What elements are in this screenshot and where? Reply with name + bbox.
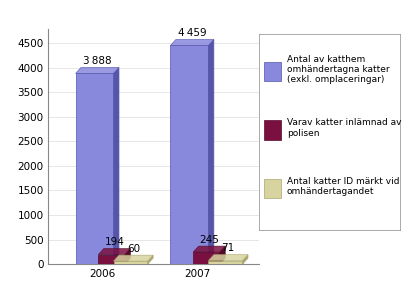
Polygon shape — [98, 255, 125, 264]
Text: 3 888: 3 888 — [83, 56, 112, 66]
Text: Varav katter inlämnad av
polisen: Varav katter inlämnad av polisen — [287, 119, 401, 138]
Polygon shape — [193, 252, 220, 264]
Text: 4 459: 4 459 — [178, 28, 206, 38]
Polygon shape — [125, 249, 130, 264]
Polygon shape — [208, 255, 248, 261]
Polygon shape — [114, 261, 148, 264]
FancyBboxPatch shape — [264, 120, 281, 140]
Polygon shape — [170, 45, 208, 264]
Text: 71: 71 — [221, 243, 235, 253]
Text: 245: 245 — [199, 235, 219, 245]
Polygon shape — [76, 73, 114, 264]
Polygon shape — [242, 255, 248, 264]
Polygon shape — [208, 261, 242, 264]
Polygon shape — [114, 67, 119, 264]
Polygon shape — [208, 40, 214, 264]
FancyBboxPatch shape — [264, 62, 281, 81]
Polygon shape — [170, 40, 214, 45]
Text: Antal katter ID märkt vid
omhändertagandet: Antal katter ID märkt vid omhändertagand… — [287, 177, 399, 196]
FancyBboxPatch shape — [264, 179, 281, 198]
Text: 194: 194 — [104, 237, 124, 247]
Polygon shape — [114, 255, 153, 261]
Polygon shape — [148, 255, 153, 264]
Polygon shape — [76, 67, 119, 73]
Polygon shape — [193, 246, 225, 252]
Text: Antal av katthem
omhändertagna katter
(exkl. omplaceringar): Antal av katthem omhändertagna katter (e… — [287, 55, 389, 84]
Polygon shape — [98, 249, 130, 255]
Polygon shape — [220, 246, 225, 264]
Text: 60: 60 — [127, 244, 140, 254]
